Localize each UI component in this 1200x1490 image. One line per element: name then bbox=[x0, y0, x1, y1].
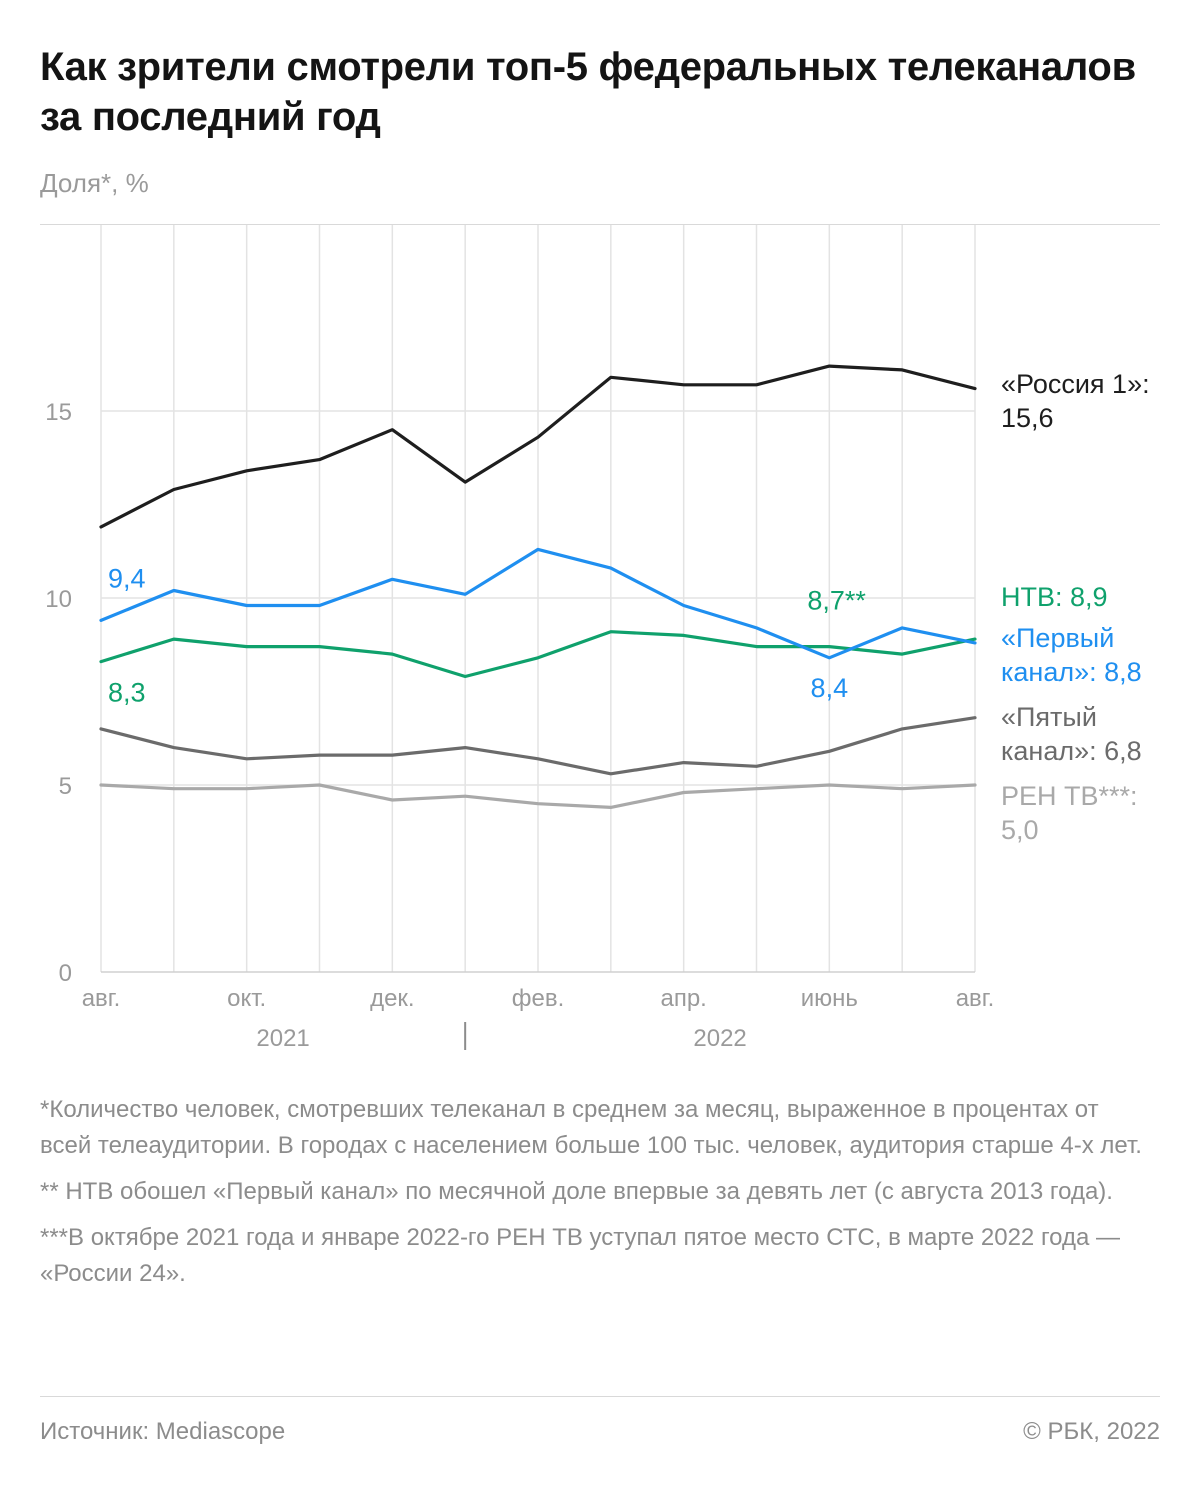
y-axis-ticks: 0 5 10 15 bbox=[45, 399, 72, 987]
footnote-1: *Количество человек, смотревших телекана… bbox=[40, 1096, 1142, 1159]
x-tick-label: апр. bbox=[660, 985, 706, 1012]
y-tick-label: 15 bbox=[45, 399, 72, 426]
y-tick-label: 0 bbox=[59, 960, 72, 987]
chart-title: Как зрители смотрели топ-5 федеральных т… bbox=[40, 45, 1136, 139]
copyright: © РБК, 2022 bbox=[1023, 1418, 1160, 1445]
data-label-ntv: 8,3 bbox=[108, 678, 146, 708]
series-line-perviy bbox=[99, 547, 977, 660]
x-tick-label: июнь bbox=[801, 985, 858, 1012]
data-label-perviy: 8,4 bbox=[811, 673, 849, 703]
x-tick-label: фев. bbox=[512, 985, 565, 1012]
year-label: 2022 bbox=[693, 1025, 746, 1052]
chart-grid bbox=[100, 225, 976, 973]
x-tick-label: авг. bbox=[956, 985, 995, 1012]
series-line-ren bbox=[99, 783, 977, 810]
footnotes: *Количество человек, смотревших телекана… bbox=[40, 1092, 1150, 1302]
series-label-perviy: канал»: 8,8 bbox=[1001, 657, 1142, 687]
footnote-3: ***В октябре 2021 года и январе 2022-го … bbox=[40, 1224, 1121, 1287]
series-label-ntv: НТВ: 8,9 bbox=[1001, 582, 1108, 612]
year-label: 2021 bbox=[256, 1025, 309, 1052]
top-divider bbox=[40, 224, 1160, 225]
series-label-ren: РЕН ТВ***: bbox=[1001, 781, 1138, 811]
series-label-russia1: «Россия 1»: bbox=[1001, 369, 1150, 399]
series-lines bbox=[99, 364, 977, 810]
y-axis-unit-label: Доля*, % bbox=[40, 168, 149, 198]
x-tick-label: дек. bbox=[370, 985, 415, 1012]
y-tick-label: 5 bbox=[59, 773, 72, 800]
x-tick-label: окт. bbox=[227, 985, 266, 1012]
data-annotations: 9,4 8,3 8,7** 8,4 bbox=[108, 563, 866, 707]
series-label-russia1: 15,6 bbox=[1001, 403, 1054, 433]
series-line-pyatyi bbox=[99, 716, 977, 776]
series-label-perviy: «Первый bbox=[1001, 623, 1114, 653]
series-line-russia1 bbox=[99, 364, 977, 529]
series-line-ntv bbox=[99, 630, 977, 679]
footnote-2: ** НТВ обошел «Первый канал» по месячной… bbox=[40, 1178, 1113, 1205]
y-tick-label: 10 bbox=[45, 586, 72, 613]
x-tick-label: авг. bbox=[82, 985, 121, 1012]
series-label-ren: 5,0 bbox=[1001, 815, 1039, 845]
series-label-pyatyi: канал»: 6,8 bbox=[1001, 736, 1142, 766]
source-credit: Источник: Mediascope bbox=[40, 1418, 286, 1445]
line-chart: 0 5 10 15 авг. окт. дек. фев. апр. июнь авг. 2021 2… bbox=[45, 225, 1150, 1052]
data-label-ntv: 8,7** bbox=[807, 586, 866, 616]
series-labels: «Россия 1»: 15,6 «Первый канал»: 8,8 НТВ: 8,… bbox=[1001, 369, 1150, 845]
x-axis-ticks: авг. окт. дек. фев. апр. июнь авг. 2021 2022 bbox=[82, 985, 995, 1052]
bottom-divider bbox=[40, 1396, 1160, 1397]
series-label-pyatyi: «Пятый bbox=[1001, 702, 1097, 732]
data-label-perviy: 9,4 bbox=[108, 563, 146, 593]
